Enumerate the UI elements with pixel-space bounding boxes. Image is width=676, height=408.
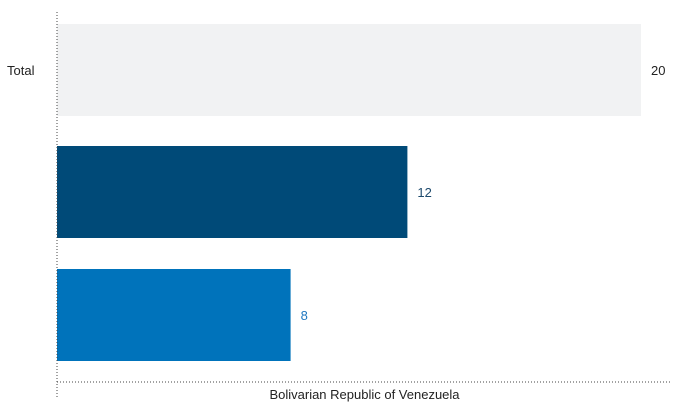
bars-layer [57, 24, 641, 361]
x-axis-title: Bolivarian Republic of Venezuela [269, 387, 460, 402]
axes-layer [56, 12, 672, 398]
category-label-1: Total [7, 63, 35, 78]
value-label-1: 20 [651, 63, 665, 78]
bar-2 [57, 146, 408, 238]
labels-layer: 20 Total 12 8 [7, 63, 665, 323]
bar-1 [57, 24, 641, 116]
value-label-3: 8 [301, 308, 308, 323]
bar-3 [57, 269, 291, 361]
value-label-2: 12 [417, 185, 431, 200]
